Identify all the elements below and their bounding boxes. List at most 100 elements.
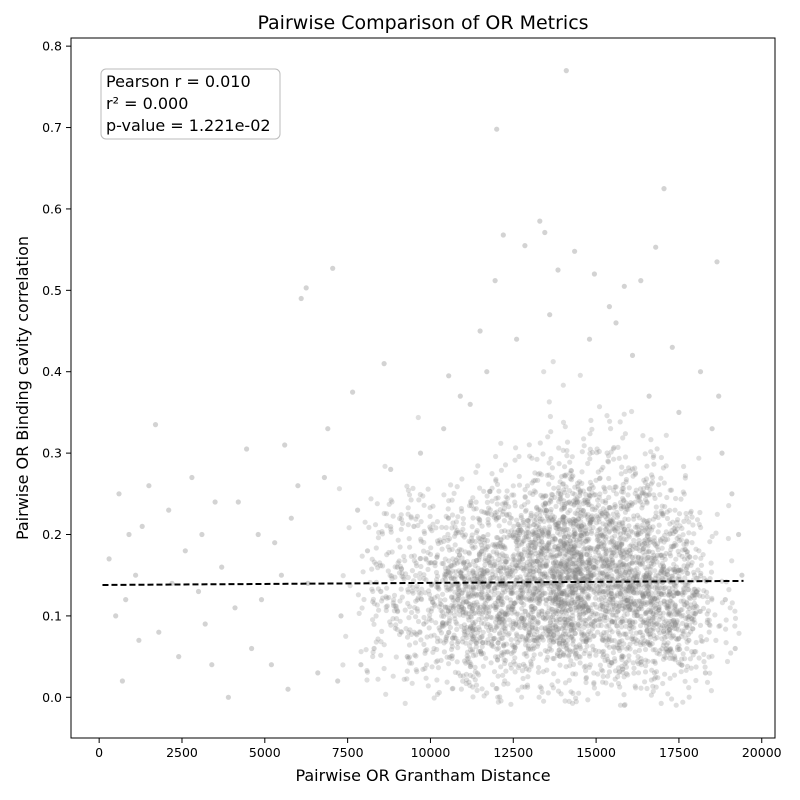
data-point: [551, 639, 557, 645]
data-point: [540, 493, 547, 499]
data-point: [660, 680, 666, 687]
data-point: [668, 622, 675, 628]
data-point: [513, 533, 519, 539]
data-point: [585, 566, 591, 572]
chart-title: Pairwise Comparison of OR Metrics: [257, 12, 588, 34]
data-point: [552, 594, 559, 600]
data-point: [558, 603, 564, 610]
data-point: [562, 564, 568, 570]
data-point: [665, 567, 671, 573]
data-point: [603, 526, 609, 532]
data-point: [562, 600, 569, 606]
data-point: [225, 694, 231, 700]
data-point: [693, 677, 699, 684]
data-point: [538, 685, 545, 691]
data-point: [559, 597, 565, 603]
data-point: [549, 614, 556, 620]
data-point: [498, 608, 504, 614]
data-point: [512, 457, 518, 463]
data-point: [626, 575, 632, 582]
data-point: [578, 553, 584, 560]
data-point: [370, 653, 376, 660]
data-point: [592, 572, 598, 578]
data-point: [460, 516, 466, 522]
data-point: [510, 532, 516, 538]
data-point: [676, 409, 682, 415]
data-point: [564, 645, 570, 652]
data-point: [633, 541, 639, 548]
data-point: [546, 539, 552, 545]
data-point: [647, 579, 653, 585]
data-point: [616, 642, 622, 648]
data-point: [523, 564, 530, 570]
data-point: [427, 612, 433, 618]
data-point: [546, 638, 553, 644]
data-point: [560, 631, 567, 637]
data-point: [494, 481, 501, 487]
data-point: [390, 513, 396, 519]
data-point: [687, 606, 693, 612]
data-point: [685, 556, 691, 562]
data-point: [581, 624, 587, 631]
data-point: [498, 664, 504, 670]
data-point: [502, 611, 508, 617]
data-point: [625, 603, 632, 609]
data-point: [597, 570, 604, 576]
data-point: [600, 673, 606, 680]
data-point: [551, 544, 558, 550]
data-point: [389, 573, 395, 579]
data-point: [673, 564, 680, 570]
data-point: [661, 599, 668, 605]
data-point: [430, 521, 436, 527]
data-point: [653, 605, 659, 612]
data-point: [691, 595, 697, 601]
data-point: [505, 611, 511, 617]
data-point: [585, 604, 591, 611]
data-point: [627, 561, 633, 567]
data-point: [514, 590, 520, 596]
data-point: [495, 544, 501, 550]
data-point: [615, 583, 621, 590]
data-point: [598, 622, 604, 629]
data-point: [698, 555, 704, 561]
data-point: [526, 629, 532, 635]
data-point: [545, 514, 551, 520]
data-point: [480, 663, 486, 669]
data-point: [556, 585, 562, 591]
data-point: [553, 574, 559, 580]
data-point: [609, 618, 615, 625]
data-point: [511, 647, 518, 654]
data-point: [610, 596, 616, 603]
data-point: [607, 627, 613, 633]
data-point: [623, 671, 630, 677]
data-point: [572, 651, 579, 657]
data-point: [496, 614, 502, 620]
data-point: [612, 484, 618, 490]
data-point: [568, 521, 574, 527]
data-point: [517, 624, 523, 631]
data-point: [447, 573, 453, 579]
data-point: [713, 637, 719, 644]
data-point: [512, 565, 518, 571]
data-point: [426, 591, 433, 598]
data-point: [624, 504, 630, 510]
data-point: [656, 482, 662, 488]
data-point: [498, 467, 504, 473]
data-point: [614, 615, 620, 621]
data-point: [565, 572, 572, 579]
data-point: [526, 621, 532, 627]
data-point: [641, 617, 648, 623]
data-point: [420, 666, 426, 673]
data-point: [350, 389, 356, 395]
data-point: [483, 547, 489, 553]
data-point: [502, 528, 508, 534]
data-point: [295, 483, 301, 489]
data-point: [641, 518, 648, 524]
y-tick-label: 0.2: [42, 527, 62, 542]
data-point: [685, 631, 691, 638]
data-point: [427, 513, 433, 520]
data-point: [686, 613, 692, 619]
data-point: [555, 584, 561, 590]
data-point: [577, 372, 583, 378]
data-point: [696, 608, 703, 615]
